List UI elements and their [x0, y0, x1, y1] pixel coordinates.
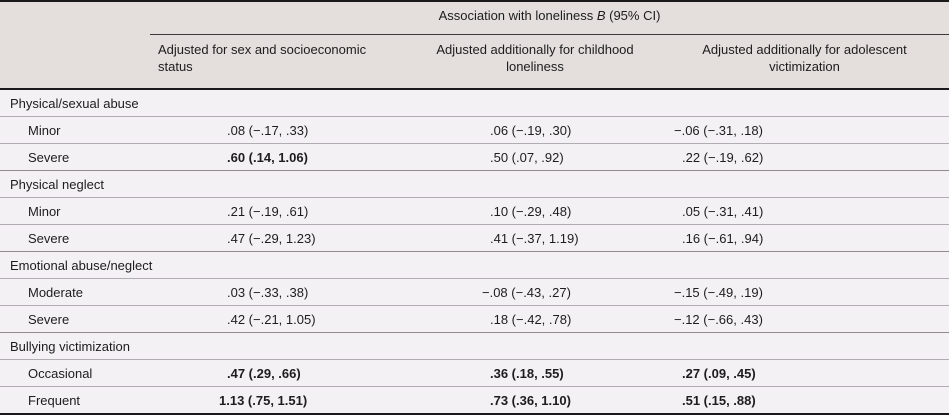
span-header-suffix: (95% CI): [609, 8, 661, 24]
estimate-value: 1.13 (.75, 1.51): [219, 392, 308, 408]
row-label: Minor: [28, 122, 61, 138]
estimate-value: .51 (.15, .88): [682, 392, 756, 408]
row-label: Severe: [28, 230, 70, 246]
estimate-value: −.12 (−.66, .43): [674, 311, 763, 327]
estimate-value: .08 (−.17, .33): [227, 122, 309, 138]
estimate-value: −.08 (−.43, .27): [482, 284, 571, 300]
estimate-value: .27 (.09, .45): [682, 365, 756, 381]
estimate-value: .22 (−.19, .62): [682, 149, 764, 165]
estimate-value: .50 (.07, .92): [490, 149, 564, 165]
value-cell: −.08 (−.43, .27): [410, 279, 660, 306]
section-row: Physical neglect: [0, 170, 949, 198]
section-label: Bullying victimization: [10, 338, 130, 354]
estimate-value: .18 (−.42, .78): [490, 311, 572, 327]
estimate-value: .41 (−.37, 1.19): [490, 230, 579, 246]
value-cell: .42 (−.21, 1.05): [150, 306, 410, 333]
value-cell: .47 (.29, .66): [150, 360, 410, 387]
row-label: Moderate: [28, 284, 83, 300]
value-cell: .16 (−.61, .94): [660, 225, 949, 252]
table-header: Association with loneliness B (95% CI) A…: [0, 1, 949, 89]
section-row: Physical/sexual abuse: [0, 89, 949, 117]
row-label: Minor: [28, 203, 61, 219]
row-label: Occasional: [28, 365, 93, 381]
column-header-model2: Adjusted additionally for childhood lone…: [436, 41, 634, 75]
section-label: Physical neglect: [10, 176, 104, 192]
estimate-value: .47 (−.29, 1.23): [227, 230, 316, 246]
corner-cell: [0, 1, 150, 34]
estimate-value: .60 (.14, 1.06): [227, 149, 308, 165]
section-label: Emotional abuse/neglect: [10, 257, 153, 273]
row-label: Frequent: [28, 392, 81, 408]
section-row: Bullying victimization: [0, 332, 949, 360]
value-cell: .06 (−.19, .30): [410, 117, 660, 144]
data-row: Moderate .03 (−.33, .38) −.08 (−.43, .27) −…: [0, 278, 949, 306]
value-cell: .10 (−.29, .48): [410, 198, 660, 225]
value-cell: .05 (−.31, .41): [660, 198, 949, 225]
row-label: Severe: [28, 311, 70, 327]
estimate-value: .10 (−.29, .48): [490, 203, 572, 219]
section-row: Emotional abuse/neglect: [0, 251, 949, 279]
value-cell: .41 (−.37, 1.19): [410, 225, 660, 252]
estimate-value: .73 (.36, 1.10): [490, 392, 571, 408]
data-row: Severe .60 (.14, 1.06) .50 (.07, .92) .22 (…: [0, 143, 949, 171]
table-body: Physical/sexual abuse Minor .08 (−.17, .33…: [0, 89, 949, 414]
value-cell: .08 (−.17, .33): [150, 117, 410, 144]
column-header-model3: Adjusted additionally for adolescent vic…: [702, 41, 907, 75]
estimate-value: .03 (−.33, .38): [227, 284, 309, 300]
span-header-row: Association with loneliness B (95% CI): [0, 1, 949, 35]
value-cell: .47 (−.29, 1.23): [150, 225, 410, 252]
data-row: Severe .47 (−.29, 1.23) .41 (−.37, 1.19) .1…: [0, 224, 949, 252]
data-row: Occasional .47 (.29, .66) .36 (.18, .55) .2…: [0, 359, 949, 387]
value-cell: −.15 (−.49, .19): [660, 279, 949, 306]
span-header-cell: Association with loneliness B (95% CI): [150, 1, 949, 35]
column-header-row: Adjusted for sex and socioeconomic statu…: [0, 34, 949, 89]
estimate-value: −.15 (−.49, .19): [674, 284, 763, 300]
data-row: Minor .08 (−.17, .33) .06 (−.19, .30) −.06 …: [0, 116, 949, 144]
estimate-value: .42 (−.21, 1.05): [227, 311, 316, 327]
value-cell: 1.13 (.75, 1.51): [150, 387, 410, 415]
value-cell: .03 (−.33, .38): [150, 279, 410, 306]
column-header-model1: Adjusted for sex and socioeconomic statu…: [158, 41, 367, 75]
value-cell: .36 (.18, .55): [410, 360, 660, 387]
estimate-value: .05 (−.31, .41): [682, 203, 764, 219]
value-cell: .18 (−.42, .78): [410, 306, 660, 333]
value-cell: .21 (−.19, .61): [150, 198, 410, 225]
section-label: Physical/sexual abuse: [10, 95, 139, 111]
span-header-text: Association with loneliness: [438, 8, 594, 24]
estimate-value: .47 (.29, .66): [227, 365, 301, 381]
estimate-value: .06 (−.19, .30): [490, 122, 572, 138]
value-cell: −.06 (−.31, .18): [660, 117, 949, 144]
value-cell: .73 (.36, 1.10): [410, 387, 660, 415]
estimate-value: .21 (−.19, .61): [227, 203, 309, 219]
row-label: Severe: [28, 149, 70, 165]
value-cell: .50 (.07, .92): [410, 144, 660, 171]
value-cell: .51 (.15, .88): [660, 387, 949, 415]
stat-symbol: B: [596, 8, 606, 24]
corner-cell-2: [0, 34, 150, 89]
value-cell: .27 (.09, .45): [660, 360, 949, 387]
value-cell: .60 (.14, 1.06): [150, 144, 410, 171]
estimate-value: −.06 (−.31, .18): [674, 122, 763, 138]
estimate-value: .16 (−.61, .94): [682, 230, 764, 246]
value-cell: −.12 (−.66, .43): [660, 306, 949, 333]
data-row: Minor .21 (−.19, .61) .10 (−.29, .48) .05 (…: [0, 197, 949, 225]
estimate-value: .36 (.18, .55): [490, 365, 564, 381]
data-row: Severe .42 (−.21, 1.05) .18 (−.42, .78) −.1…: [0, 305, 949, 333]
data-row: Frequent 1.13 (.75, 1.51) .73 (.36, 1.10).…: [0, 386, 949, 415]
value-cell: .22 (−.19, .62): [660, 144, 949, 171]
